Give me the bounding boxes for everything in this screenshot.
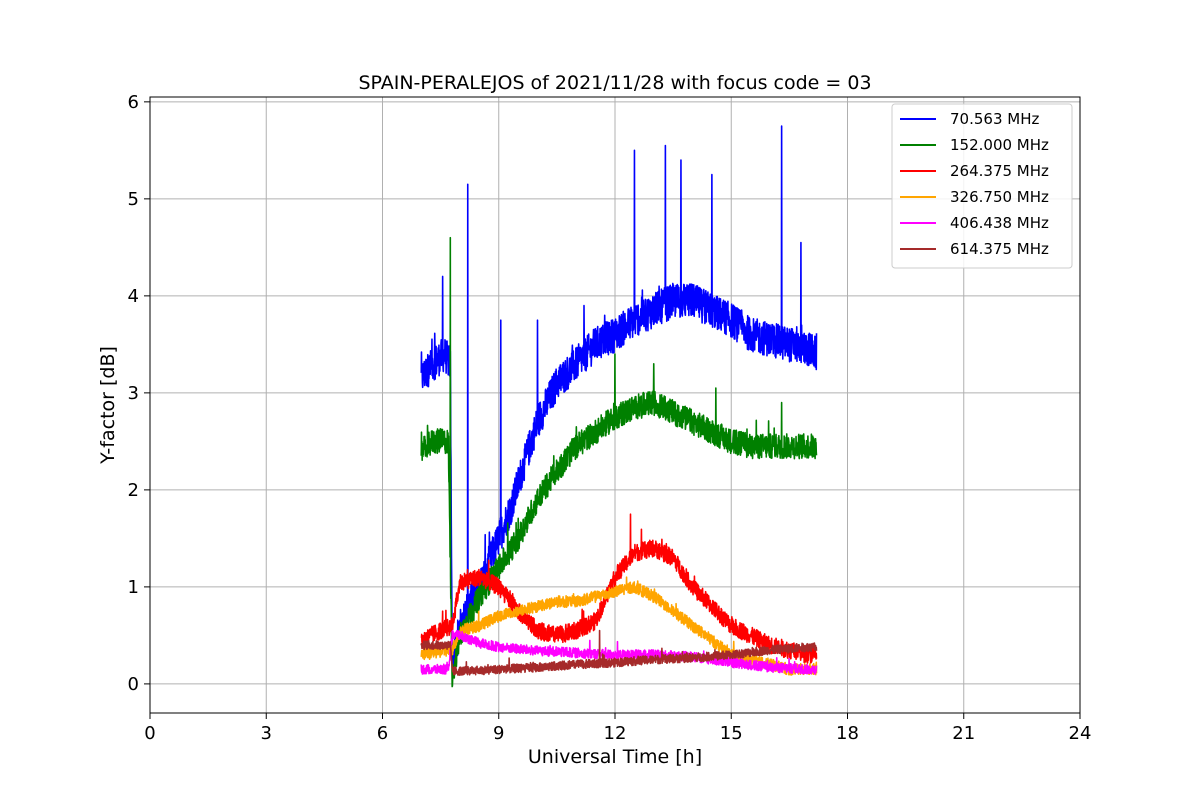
y-tick-label: 0 (128, 674, 139, 695)
x-tick-label: 15 (720, 723, 743, 744)
chart-title: SPAIN-PERALEJOS of 2021/11/28 with focus… (358, 72, 871, 94)
x-tick-label: 24 (1069, 723, 1092, 744)
x-tick-label: 0 (144, 723, 155, 744)
series-layer (420, 125, 818, 688)
series-line-406-438-mhz (420, 629, 818, 675)
series-line-152-000-mhz (420, 236, 818, 688)
legend-entry: 152.000 MHz (950, 136, 1049, 154)
x-axis: 0 3 6 9 12 15 18 21 24 (144, 713, 1091, 744)
x-tick-label: 6 (377, 723, 388, 744)
legend-entry: 326.750 MHz (950, 188, 1049, 206)
legend-entry: 264.375 MHz (950, 162, 1049, 180)
y-tick-label: 4 (128, 286, 139, 307)
y-tick-label: 2 (128, 480, 139, 501)
x-tick-label: 3 (261, 723, 272, 744)
y-tick-label: 5 (128, 189, 139, 210)
x-tick-label: 21 (952, 723, 975, 744)
y-tick-label: 3 (128, 383, 139, 404)
legend-entry: 406.438 MHz (950, 214, 1049, 232)
x-axis-label: Universal Time [h] (528, 746, 702, 768)
x-tick-label: 12 (604, 723, 627, 744)
legend-box (891, 103, 1073, 269)
y-tick-label: 1 (128, 577, 139, 598)
x-tick-label: 18 (836, 723, 859, 744)
legend-entry: 614.375 MHz (950, 240, 1049, 258)
y-axis-label: Y-factor [dB] (97, 346, 119, 465)
x-tick-label: 9 (493, 723, 504, 744)
legend: 70.563 MHz 152.000 MHz 264.375 MHz 326.750 … (891, 103, 1073, 269)
y-axis: 0 1 2 3 4 5 6 (128, 92, 150, 695)
y-tick-label: 6 (128, 92, 139, 113)
series-line-264-375-mhz (420, 513, 818, 664)
legend-entry: 70.563 MHz (950, 110, 1039, 128)
series-line-614-375-mhz (420, 629, 818, 677)
